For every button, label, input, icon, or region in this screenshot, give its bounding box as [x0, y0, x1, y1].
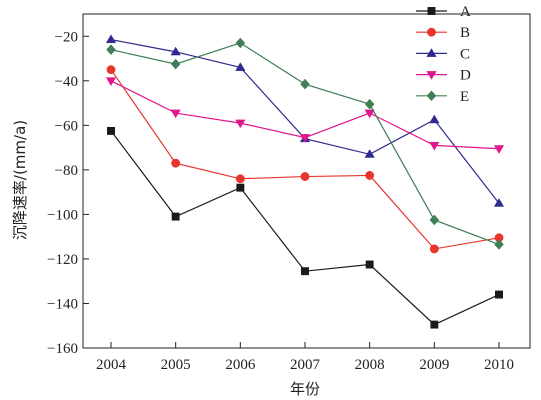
series-line-e [110, 42, 500, 246]
data-point-a [430, 320, 439, 329]
series-d [105, 77, 505, 154]
data-point-b [171, 158, 181, 168]
series-line-a [110, 130, 500, 326]
legend-item-c: C [416, 46, 470, 62]
legend-item-d: D [416, 68, 471, 84]
data-point-d [429, 141, 440, 151]
series-e [106, 37, 504, 250]
legend-item-b: B [416, 25, 470, 41]
legend-label: C [460, 46, 470, 62]
data-point-d [170, 109, 181, 119]
data-point-e [364, 98, 375, 110]
x-tick-label: 2005 [161, 357, 191, 373]
x-tick-label: 2008 [355, 357, 385, 373]
data-point-a [107, 126, 115, 135]
x-tick-label: 2010 [484, 357, 514, 373]
x-tick-label: 2006 [225, 357, 256, 373]
data-point-a [301, 267, 309, 276]
data-point-e [429, 214, 440, 226]
data-point-e [106, 44, 116, 56]
legend-marker [427, 27, 436, 37]
data-point-c [364, 149, 375, 158]
legend-marker [426, 71, 437, 80]
series-layer [105, 34, 505, 329]
data-point-b [106, 65, 116, 75]
legend-item-e: E [416, 89, 469, 105]
legend-marker [427, 7, 436, 15]
plot-frame [82, 13, 531, 349]
data-point-c [105, 34, 117, 44]
data-point-d [493, 145, 505, 154]
data-point-b [365, 170, 375, 180]
y-tick-label: −80 [55, 163, 78, 179]
x-tick-label: 2007 [290, 357, 321, 373]
y-tick-label: −100 [47, 207, 78, 223]
data-point-b [300, 172, 310, 181]
legend-label: E [460, 89, 469, 105]
data-point-d [299, 134, 311, 143]
legend-item-a: A [416, 4, 471, 20]
data-point-e [300, 78, 310, 90]
y-tick-label: −20 [55, 29, 78, 45]
y-tick-label: −40 [55, 74, 78, 90]
series-a [107, 126, 503, 329]
data-point-a [365, 260, 374, 269]
x-tick-label: 2004 [96, 357, 127, 373]
data-point-b [429, 244, 439, 254]
legend-marker [426, 90, 437, 102]
data-point-e [170, 58, 181, 70]
y-tick-label: −120 [47, 252, 78, 268]
legend-label: A [460, 4, 471, 20]
legend-label: D [460, 68, 471, 84]
data-point-d [364, 109, 375, 119]
data-point-d [105, 77, 117, 86]
y-tick-label: −140 [47, 296, 78, 312]
x-axis-title: 年份 [290, 380, 320, 398]
data-point-a [171, 212, 180, 221]
data-point-e [235, 37, 246, 49]
data-point-c [493, 198, 505, 207]
legend-label: B [460, 25, 470, 41]
data-point-a [495, 290, 503, 299]
y-axis-title: 沉降速率/(mm/a) [11, 120, 29, 240]
data-point-c [429, 114, 440, 124]
plot-axes: −160 −140 −120 −100 −80 −60 −40 −20 2004 2005 2006… [47, 13, 531, 373]
y-tick-label: −60 [55, 118, 78, 134]
data-point-c [170, 46, 181, 56]
x-tick-label: 2009 [419, 357, 449, 373]
data-point-b [235, 174, 245, 184]
legend-marker [426, 48, 437, 57]
data-point-c [235, 62, 246, 71]
data-point-a [236, 183, 245, 192]
data-point-e [494, 239, 504, 250]
series-b [106, 65, 504, 254]
y-tick-label: −160 [47, 341, 78, 357]
data-point-d [235, 119, 246, 129]
